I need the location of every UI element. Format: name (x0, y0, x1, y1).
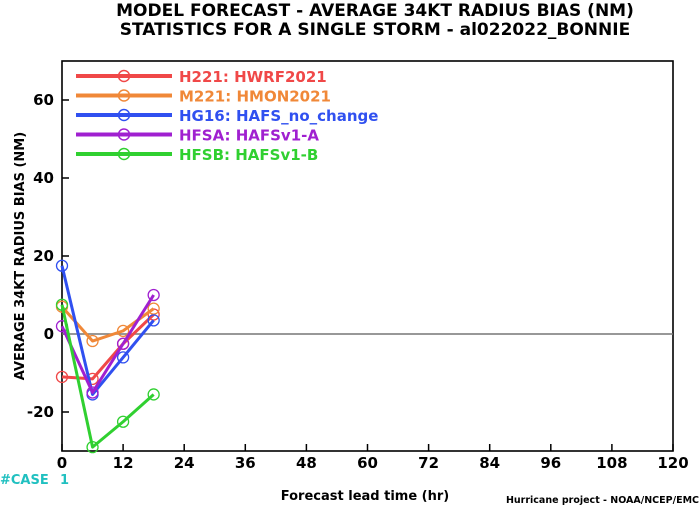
y-tick-label: 40 (33, 169, 54, 187)
legend-swatch-marker (117, 128, 131, 141)
x-tick-label: 72 (418, 454, 439, 472)
data-point-marker (116, 324, 130, 338)
data-point-marker (147, 288, 160, 302)
footer-credit: Hurricane project - NOAA/NCEP/EMC (506, 495, 699, 506)
x-tick-label: 108 (596, 454, 627, 472)
legend-entry-label: HG16: HAFS_no_change (179, 107, 378, 125)
data-point-marker (147, 302, 160, 315)
legend-swatch-marker (117, 89, 131, 102)
data-point-marker (55, 298, 69, 311)
x-tick-label: 96 (540, 454, 561, 472)
y-tick-label: 0 (44, 325, 54, 343)
x-tick-label: 120 (657, 454, 688, 472)
legend-entry-label: M221: HMON2021 (179, 88, 331, 106)
x-tick-label: 60 (357, 454, 378, 472)
x-tick-label: 36 (235, 454, 256, 472)
case-label: #CASE (0, 473, 49, 488)
series-group (55, 298, 160, 454)
y-axis-label: AVERAGE 34KT RADIUS BIAS (NM) (13, 132, 28, 380)
legend-swatch-marker (117, 147, 131, 161)
data-point-marker (55, 370, 69, 384)
x-axis-label: Forecast lead time (hr) (281, 489, 449, 504)
y-tick-label: 20 (33, 247, 54, 265)
legend-swatch-marker (117, 108, 131, 122)
series-line (60, 304, 155, 449)
legend-entry-label: HFSA: HAFSv1-A (179, 127, 319, 145)
data-point-marker (86, 440, 99, 454)
series-line (60, 294, 155, 394)
data-point-marker (147, 314, 160, 327)
x-tick-label: 24 (174, 454, 195, 472)
data-point-marker (55, 259, 69, 272)
x-tick-label: 0 (57, 454, 67, 472)
data-point-marker (116, 415, 130, 428)
data-point-marker (86, 386, 99, 399)
legend-swatch-marker (117, 69, 131, 83)
data-point-marker (86, 334, 99, 348)
legend-entry-label: H221: HWRF2021 (179, 68, 327, 86)
case-count: 1 (60, 473, 69, 488)
data-point-marker (116, 351, 130, 364)
series-line (60, 265, 155, 396)
legend-entry-label: HFSB: HAFSv1-B (179, 146, 318, 164)
x-tick-label: 84 (479, 454, 500, 472)
data-point-marker (147, 388, 160, 401)
x-tick-label: 12 (113, 454, 134, 472)
y-tick-label: -20 (27, 403, 54, 421)
chart-subtitle: STATISTICS FOR A SINGLE STORM - al022022… (120, 20, 630, 40)
y-tick-label: 60 (33, 91, 54, 109)
chart-title: MODEL FORECAST - AVERAGE 34KT RADIUS BIA… (116, 1, 634, 21)
x-tick-label: 48 (296, 454, 317, 472)
data-point-marker (116, 337, 130, 350)
